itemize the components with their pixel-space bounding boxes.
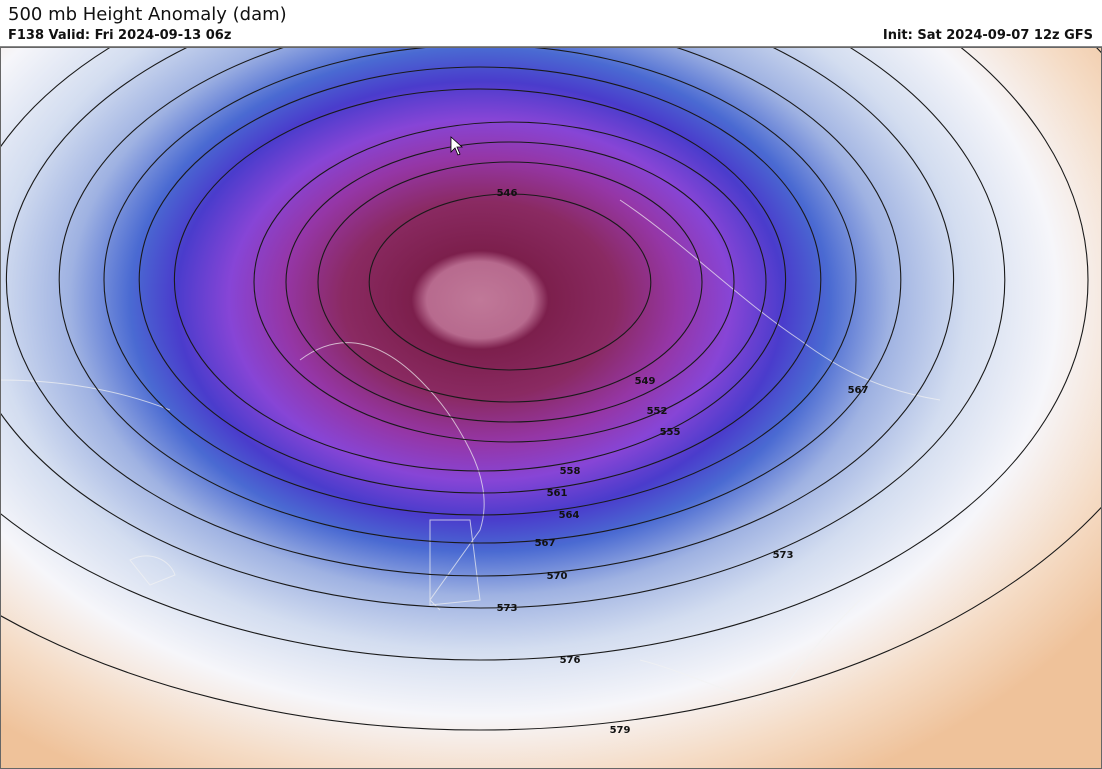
height-contour (0, 47, 1102, 731)
header: 500 mb Height Anomaly (dam) F138 Valid: … (0, 0, 1102, 47)
coastline (619, 199, 941, 401)
coastline (639, 599, 861, 701)
contour-label: 564 (559, 510, 580, 521)
contours: 546 549 552 555 558 561 564 567 570 573 576 579 567 5… (0, 47, 1102, 736)
height-contour (58, 47, 902, 544)
contour-label: 558 (560, 466, 581, 477)
height-contour (138, 66, 822, 494)
contour-label: 567 (535, 538, 556, 549)
contour-label: 573 (497, 603, 518, 614)
height-contour (173, 88, 787, 472)
height-contour (0, 47, 1089, 661)
contour-label: 555 (660, 427, 681, 438)
contour-label: 570 (547, 571, 568, 582)
map: 546 549 552 555 558 561 564 567 570 573 576 579 567 5… (0, 47, 1102, 769)
coastline (0, 379, 171, 411)
island (129, 555, 176, 586)
contour-label: 576 (560, 655, 581, 666)
contour-label: 567 (848, 385, 869, 396)
height-contour (103, 47, 857, 516)
contour-label: 561 (547, 488, 568, 499)
height-contour (368, 193, 652, 371)
map-title: 500 mb Height Anomaly (dam) (8, 4, 287, 25)
valid-time: F138 Valid: Fri 2024-09-13 06z (8, 28, 232, 43)
contour-label: 579 (610, 725, 631, 736)
contour-label: 546 (497, 188, 518, 199)
height-contour (0, 47, 1006, 609)
contour-label: 552 (647, 406, 668, 417)
coastline (299, 342, 485, 611)
height-contour (253, 121, 767, 443)
coastlines (0, 199, 941, 701)
init-time: Init: Sat 2024-09-07 12z GFS (882, 28, 1093, 43)
island (429, 519, 481, 606)
contour-label: 549 (635, 376, 656, 387)
height-contour (317, 161, 703, 403)
height-contour (285, 141, 735, 423)
cursor (450, 136, 464, 156)
height-contour (5, 47, 955, 577)
contour-label: 573 (773, 550, 794, 561)
